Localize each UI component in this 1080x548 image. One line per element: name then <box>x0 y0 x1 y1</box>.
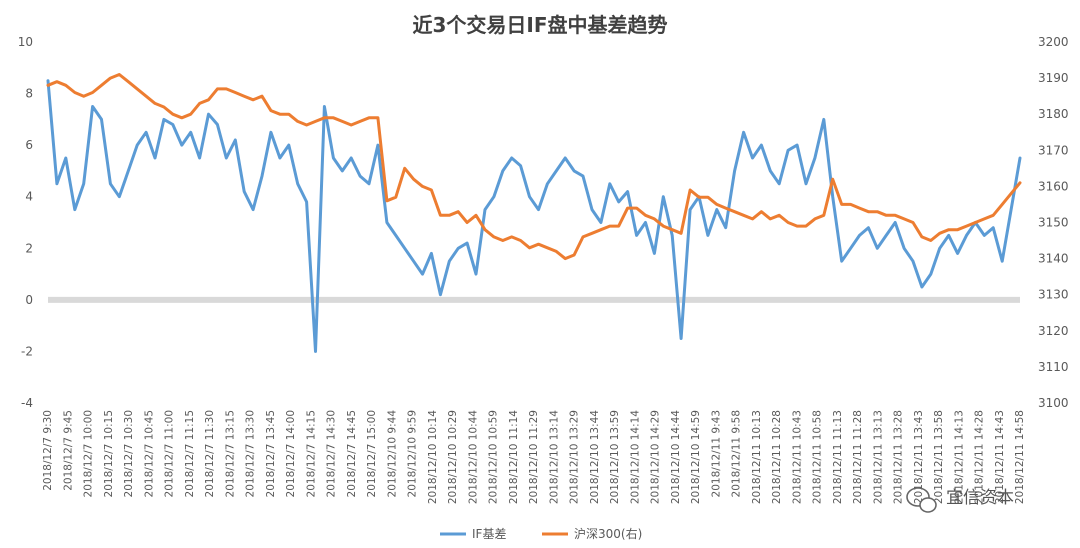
series-line-if-basis <box>46 79 1022 353</box>
left-axis-tick-label: 0 <box>25 293 33 307</box>
right-axis-tick-label: 3140 <box>1038 252 1069 266</box>
x-axis-tick-label: 2018/12/7 14:45 <box>346 410 358 497</box>
x-axis-tick-label: 2018/12/7 14:30 <box>326 410 338 497</box>
legend: IF基差 沪深300(右) <box>440 526 642 541</box>
x-axis-tick-label: 2018/12/7 13:30 <box>245 410 257 497</box>
x-axis-tick-label: 2018/12/11 9:43 <box>710 410 722 497</box>
right-axis-tick-label: 3150 <box>1038 216 1069 230</box>
right-axis-tick-label: 3190 <box>1038 71 1069 85</box>
right-axis-tick-label: 3200 <box>1038 35 1069 49</box>
right-axis-tick-label: 3110 <box>1038 360 1069 374</box>
series-line-csi300 <box>46 73 1022 261</box>
right-axis-tick-label: 3100 <box>1038 396 1069 410</box>
x-axis-tick-label: 2018/12/11 10:13 <box>751 410 763 504</box>
chart-title: 近3个交易日IF盘中基差趋势 <box>412 13 667 37</box>
x-axis-tick-label: 2018/12/11 11:28 <box>852 410 864 504</box>
x-axis-tick-label: 2018/12/10 11:14 <box>508 410 520 504</box>
x-axis-tick-label: 2018/12/7 14:00 <box>285 410 297 497</box>
right-axis-tick-label: 3170 <box>1038 143 1069 157</box>
x-axis-tick-label: 2018/12/7 14:15 <box>305 410 317 497</box>
x-axis-tick-label: 2018/12/10 14:44 <box>670 410 682 504</box>
x-axis-tick-label: 2018/12/10 13:44 <box>589 410 601 504</box>
left-axis-tick-label: 6 <box>25 138 33 152</box>
x-axis-tick-label: 2018/12/10 10:44 <box>467 410 479 504</box>
x-axis-tick-label: 2018/12/7 15:00 <box>366 410 378 497</box>
x-axis-tick-label: 2018/12/11 11:13 <box>832 410 844 504</box>
right-axis-tick-label: 3130 <box>1038 288 1069 302</box>
x-axis-tick-label: 2018/12/7 10:15 <box>103 410 115 497</box>
x-axis-tick-label: 2018/12/10 10:14 <box>427 410 439 504</box>
x-axis-tick-label: 2018/12/10 13:14 <box>548 410 560 504</box>
x-axis-tick-label: 2018/12/7 13:45 <box>265 410 277 497</box>
x-axis-tick-label: 2018/12/7 10:00 <box>83 410 95 497</box>
left-axis-tick-label: 2 <box>25 241 33 255</box>
left-axis-tick-label: 4 <box>25 190 33 204</box>
right-axis-tick-label: 3160 <box>1038 179 1069 193</box>
x-axis-tick-label: 2018/12/10 13:59 <box>609 410 621 504</box>
left-axis-tick-label: 10 <box>18 35 33 49</box>
x-axis-tick-label: 2018/12/7 10:30 <box>123 410 135 497</box>
x-axis-tick-label: 2018/12/11 13:28 <box>893 410 905 504</box>
x-axis-tick-label: 2018/12/11 9:58 <box>731 410 743 497</box>
wechat-bubble-small <box>919 497 937 513</box>
zero-line-band <box>48 296 1020 303</box>
x-axis-tick-label: 2018/12/10 10:29 <box>447 410 459 504</box>
x-axis-tick-label: 2018/12/10 14:29 <box>650 410 662 504</box>
x-axis-tick-label: 2018/12/7 11:00 <box>164 410 176 497</box>
wechat-logo-icon <box>906 487 937 513</box>
x-axis-tick-label: 2018/12/11 10:28 <box>771 410 783 504</box>
x-axis-tick-label: 2018/12/10 11:29 <box>528 410 540 504</box>
left-axis-tick-label: 8 <box>25 87 33 101</box>
x-axis-tick-label: 2018/12/7 11:15 <box>184 410 196 497</box>
x-axis-tick-label: 2018/12/11 14:28 <box>974 410 986 504</box>
x-axis-tick-label: 2018/12/7 10:45 <box>143 410 155 497</box>
right-axis-tick-label: 3180 <box>1038 107 1069 121</box>
wechat-bubble-large <box>906 487 930 507</box>
x-axis-tick-label: 2018/12/7 9:30 <box>42 410 54 491</box>
x-axis-tick-label: 2018/12/10 9:44 <box>386 410 398 498</box>
x-axis-tick-label: 2018/12/11 13:58 <box>933 410 945 504</box>
x-axis-tick-label: 2018/12/11 13:13 <box>872 410 884 504</box>
x-axis-tick-label: 2018/12/10 14:59 <box>690 410 702 504</box>
right-axis-tick-label: 3120 <box>1038 324 1069 338</box>
x-axis-tick-label: 2018/12/11 10:58 <box>812 410 824 504</box>
watermark-text: 宜信资本 <box>946 488 1014 508</box>
legend-label-if-basis: IF基差 <box>472 527 506 541</box>
x-axis-tick-label: 2018/12/10 14:14 <box>629 410 641 504</box>
x-axis-tick-label: 2018/12/7 13:15 <box>224 410 236 497</box>
x-axis-tick-label: 2018/12/7 11:30 <box>204 410 216 497</box>
x-axis-tick-label: 2018/12/11 10:43 <box>791 410 803 504</box>
x-axis-tick-label: 2018/12/11 14:13 <box>953 410 965 504</box>
watermark: 宜信资本 <box>906 487 1014 513</box>
x-axis-tick-label: 2018/12/11 13:43 <box>913 410 925 504</box>
left-axis-tick-label: -2 <box>21 344 33 358</box>
left-axis-tick-label: -4 <box>21 396 33 410</box>
x-axis-tick-label: 2018/12/11 14:58 <box>1014 410 1026 504</box>
x-axis-tick-label: 2018/12/10 13:29 <box>569 410 581 504</box>
legend-label-csi300: 沪深300(右) <box>574 526 642 541</box>
x-axis-tick-label: 2018/12/7 9:45 <box>62 410 74 491</box>
x-axis-tick-label: 2018/12/10 10:59 <box>488 410 500 504</box>
x-axis-tick-label: 2018/12/10 9:59 <box>407 410 419 497</box>
x-axis-tick-label: 2018/12/11 14:43 <box>994 410 1006 504</box>
